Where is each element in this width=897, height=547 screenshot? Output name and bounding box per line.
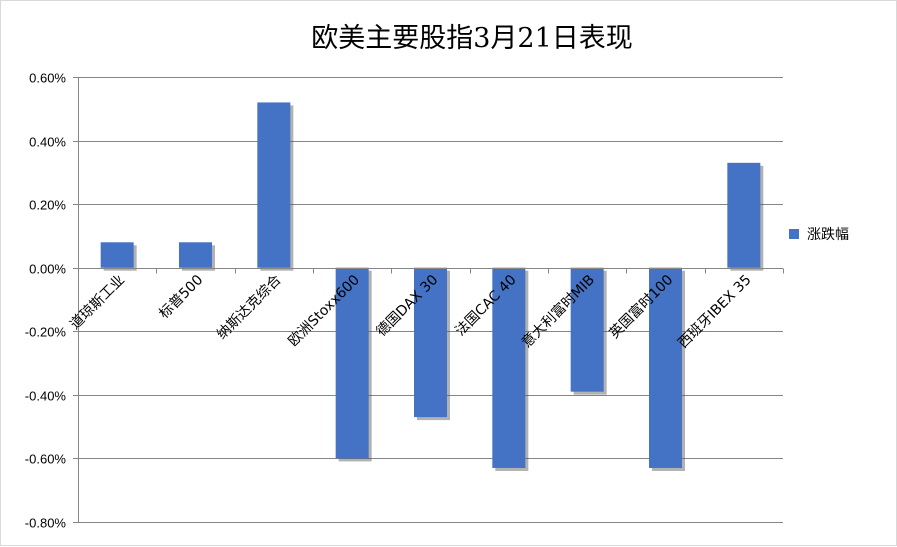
y-tick-label: 0.00% (29, 262, 66, 277)
bar[interactable] (414, 267, 447, 418)
category-label: 标普500 (156, 272, 206, 322)
y-tick-label: -0.20% (25, 325, 67, 340)
category-label: 道琼斯工业 (67, 272, 128, 333)
bar[interactable] (727, 162, 761, 268)
category-label: 西班牙IBEX 35 (675, 272, 755, 352)
y-tick-label: 0.20% (29, 198, 66, 213)
bar[interactable] (492, 267, 526, 468)
y-tick-label: -0.60% (25, 452, 67, 467)
bar[interactable] (100, 242, 134, 268)
bar-layer (100, 102, 764, 471)
bar[interactable] (570, 267, 604, 392)
y-tick-label: -0.40% (25, 389, 67, 404)
bar[interactable] (649, 267, 682, 468)
axis-layer: 0.60% 0.40% 0.20% 0.00% -0.20% -0.40% -0.60% -0… (25, 71, 784, 531)
legend-swatch (789, 229, 799, 239)
y-tick-label: -0.80% (25, 516, 67, 531)
bar[interactable] (257, 102, 291, 268)
legend-label: 涨跌幅 (807, 227, 849, 243)
category-label: 纳斯达克综合 (214, 272, 285, 343)
legend[interactable]: 涨跌幅 (789, 227, 849, 243)
y-tick-label: 0.60% (29, 71, 66, 86)
y-tick-label: 0.40% (29, 135, 66, 150)
bar[interactable] (179, 242, 212, 268)
chart-title: 欧美主要股指3月21日表现 (311, 23, 633, 54)
bar[interactable] (335, 267, 369, 459)
